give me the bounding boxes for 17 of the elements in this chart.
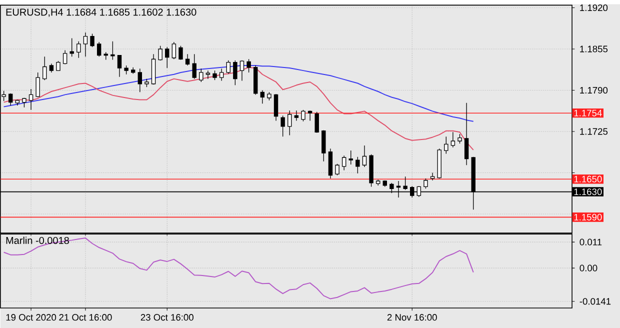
ref-line-label: 1.1754: [574, 110, 602, 116]
x-tick-label: 21 Oct 16:00: [59, 314, 112, 321]
ref-line-label: 1.1650: [574, 176, 602, 182]
y-tick-label: 1.1725: [580, 128, 608, 135]
y-tick-label: 1.1920: [580, 4, 608, 12]
x-tick-label: 23 Oct 16:00: [140, 314, 194, 321]
chart-title: EURUSD,H4 1.1684 1.1685 1.1602 1.1630: [6, 8, 196, 17]
chart-title: Marlin -0.0018: [6, 236, 69, 244]
y-tick-label: -0.0141: [580, 298, 611, 305]
ref-line-label: 1.1630: [574, 188, 602, 196]
x-tick-label: 2 Nov 16:00: [387, 314, 437, 321]
ref-line-label: 1.1590: [574, 214, 602, 220]
y-tick-label: 0.00: [580, 264, 598, 272]
x-tick-label: 19 Oct 2020: [6, 314, 56, 321]
y-tick-label: 1.1790: [580, 86, 608, 94]
y-tick-label: 1.1855: [580, 46, 608, 52]
y-tick-label: 0.011: [580, 238, 602, 246]
